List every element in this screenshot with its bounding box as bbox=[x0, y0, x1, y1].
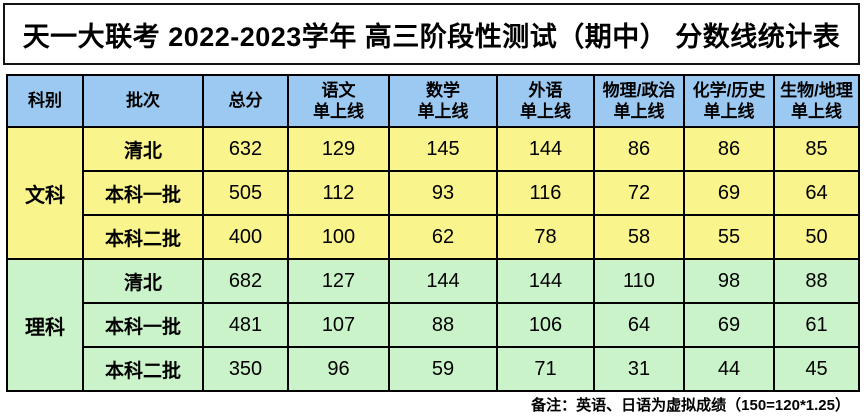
col-header-chinese-cutoff: 语文 单上线 bbox=[287, 74, 390, 128]
score-cell: 55 bbox=[683, 214, 775, 260]
score-cell: 78 bbox=[496, 214, 595, 260]
score-cell: 110 bbox=[593, 258, 685, 304]
score-cell: 129 bbox=[287, 126, 390, 172]
score-cell: 106 bbox=[496, 302, 595, 348]
category-cell-liberal-arts: 文科 bbox=[6, 126, 84, 260]
score-cell: 481 bbox=[202, 302, 289, 348]
score-cell: 96 bbox=[287, 346, 390, 392]
score-cell: 72 bbox=[593, 170, 685, 216]
score-cell: 64 bbox=[773, 170, 860, 216]
score-cell: 98 bbox=[683, 258, 775, 304]
col-header-category: 科别 bbox=[6, 74, 84, 128]
batch-cell: 本科一批 bbox=[82, 170, 204, 216]
table-row: 本科一批 505 112 93 116 72 69 64 bbox=[7, 170, 860, 216]
score-cell: 88 bbox=[773, 258, 860, 304]
score-cell: 400 bbox=[202, 214, 289, 260]
score-line-table: 科别 批次 总分 语文 单上线 数学 单上线 外语 单上线 物理/政治 单上线 … bbox=[6, 74, 860, 392]
col-header-biology-geography-cutoff: 生物/地理 单上线 bbox=[773, 74, 860, 128]
score-cell: 100 bbox=[287, 214, 390, 260]
score-cell: 59 bbox=[388, 346, 498, 392]
score-cell: 71 bbox=[496, 346, 595, 392]
header-row: 科别 批次 总分 语文 单上线 数学 单上线 外语 单上线 物理/政治 单上线 … bbox=[6, 74, 860, 128]
score-cell: 58 bbox=[593, 214, 685, 260]
batch-cell: 本科二批 bbox=[82, 346, 204, 392]
col-header-chemistry-history-cutoff: 化学/历史 单上线 bbox=[683, 74, 775, 128]
col-header-batch: 批次 bbox=[82, 74, 204, 128]
col-header-total-score: 总分 bbox=[202, 74, 289, 128]
score-cell: 64 bbox=[593, 302, 685, 348]
score-cell: 144 bbox=[388, 258, 498, 304]
batch-cell: 清北 bbox=[82, 258, 204, 304]
score-cell: 632 bbox=[202, 126, 289, 172]
table-row: 文科 清北 632 129 145 144 86 86 85 bbox=[6, 126, 860, 260]
score-cell: 85 bbox=[773, 126, 860, 172]
table-row: 本科一批 481 107 88 106 64 69 61 bbox=[7, 302, 860, 348]
score-cell: 93 bbox=[388, 170, 498, 216]
col-header-foreign-cutoff: 外语 单上线 bbox=[496, 74, 595, 128]
score-cell: 88 bbox=[388, 302, 498, 348]
score-cell: 62 bbox=[388, 214, 498, 260]
score-cell: 45 bbox=[773, 346, 860, 392]
score-cell: 44 bbox=[683, 346, 775, 392]
batch-cell: 本科二批 bbox=[82, 214, 204, 260]
batch-cell: 本科一批 bbox=[82, 302, 204, 348]
score-cell: 144 bbox=[496, 258, 595, 304]
score-cell: 505 bbox=[202, 170, 289, 216]
score-cell: 144 bbox=[496, 126, 595, 172]
score-cell: 31 bbox=[593, 346, 685, 392]
col-header-physics-politics-cutoff: 物理/政治 单上线 bbox=[593, 74, 685, 128]
score-cell: 61 bbox=[773, 302, 860, 348]
score-cell: 116 bbox=[496, 170, 595, 216]
table-row: 本科二批 350 96 59 71 31 44 45 bbox=[7, 346, 860, 392]
score-cell: 50 bbox=[773, 214, 860, 260]
page-title: 天一大联考 2022-2023学年 高三阶段性测试（期中） 分数线统计表 bbox=[3, 3, 860, 65]
score-cell: 107 bbox=[287, 302, 390, 348]
batch-cell: 清北 bbox=[82, 126, 204, 172]
table-row: 本科二批 400 100 62 78 58 55 50 bbox=[7, 214, 860, 260]
score-cell: 86 bbox=[683, 126, 775, 172]
table-row: 理科 清北 682 127 144 144 110 98 88 bbox=[6, 258, 860, 392]
score-cell: 682 bbox=[202, 258, 289, 304]
col-header-math-cutoff: 数学 单上线 bbox=[388, 74, 498, 128]
score-cell: 145 bbox=[388, 126, 498, 172]
footnote: 备注：英语、日语为虚拟成绩（150=120*1.25） bbox=[531, 397, 850, 414]
score-cell: 112 bbox=[287, 170, 390, 216]
score-cell: 69 bbox=[683, 302, 775, 348]
score-cell: 350 bbox=[202, 346, 289, 392]
score-cell: 86 bbox=[593, 126, 685, 172]
score-cell: 69 bbox=[683, 170, 775, 216]
category-cell-science: 理科 bbox=[6, 258, 84, 392]
score-cell: 127 bbox=[287, 258, 390, 304]
